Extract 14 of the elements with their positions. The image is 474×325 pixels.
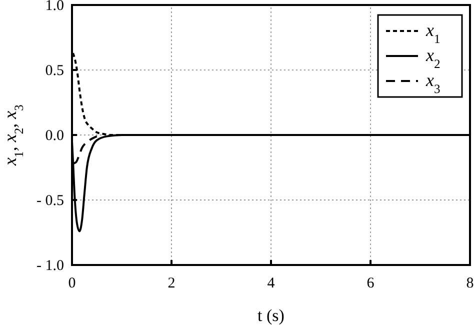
x-tick-label: 0 xyxy=(68,276,76,292)
y-tick-label: 0.0 xyxy=(45,128,64,144)
legend-label: x$_{3}$ xyxy=(425,70,440,96)
x-tick-label: 6 xyxy=(366,276,375,292)
x-tick-label: 4 xyxy=(267,276,276,292)
y-tick-label: 0.5 xyxy=(45,62,64,79)
legend-label: x$_{2}$ xyxy=(425,45,440,71)
x-tick-label: 2 xyxy=(168,276,176,292)
x-tick-label: 8 xyxy=(466,276,474,292)
legend-label: x$_{1}$ xyxy=(425,20,440,46)
y-tick-label: 1.0 xyxy=(45,0,64,14)
y-tick-label: - 0.5 xyxy=(36,192,64,209)
y-tick-label: - 1.0 xyxy=(36,258,64,274)
x-axis-title: t (s) xyxy=(258,306,284,325)
